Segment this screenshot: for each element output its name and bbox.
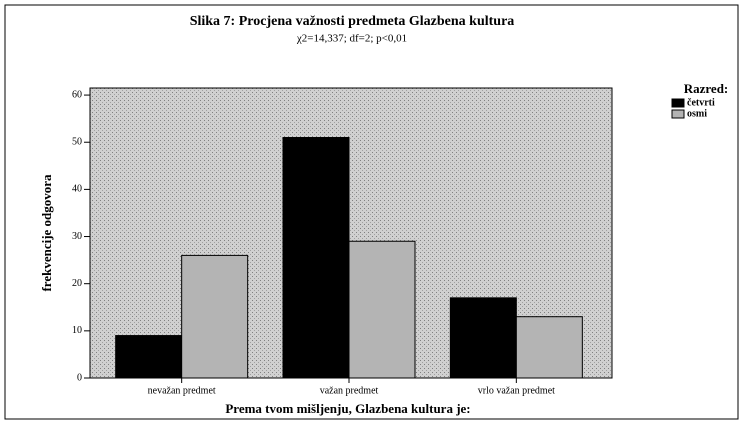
chart-subtitle: χ2=14,337; df=2; p<0,01: [296, 33, 407, 45]
x-tick-label: nevažan predmet: [148, 385, 216, 396]
y-tick-label: 0: [77, 372, 82, 383]
y-axis-title: frekvencije odgovora: [39, 174, 54, 292]
legend-label: osmi: [687, 108, 707, 119]
x-tick-label: vrlo važan predmet: [478, 385, 555, 396]
chart-title: Slika 7: Procjena važnosti predmeta Glaz…: [190, 14, 515, 29]
legend-swatch: [671, 98, 685, 108]
legend-swatch: [671, 109, 685, 119]
bar: [115, 335, 183, 379]
y-tick-label: 20: [72, 278, 82, 289]
y-tick-label: 60: [72, 89, 82, 100]
y-tick-label: 30: [72, 231, 82, 242]
bar: [348, 240, 416, 379]
bar: [515, 316, 583, 379]
legend-title: Razred:: [684, 81, 729, 96]
x-axis-title: Prema tvom mišljenju, Glazbena kultura j…: [225, 401, 470, 416]
bar: [181, 254, 249, 379]
bar: [449, 297, 517, 379]
y-tick-label: 10: [72, 325, 82, 336]
legend-label: četvrti: [687, 97, 715, 108]
x-tick-label: važan predmet: [320, 385, 379, 396]
y-tick-label: 40: [72, 184, 82, 195]
bar: [282, 137, 350, 379]
y-tick-label: 50: [72, 137, 82, 148]
